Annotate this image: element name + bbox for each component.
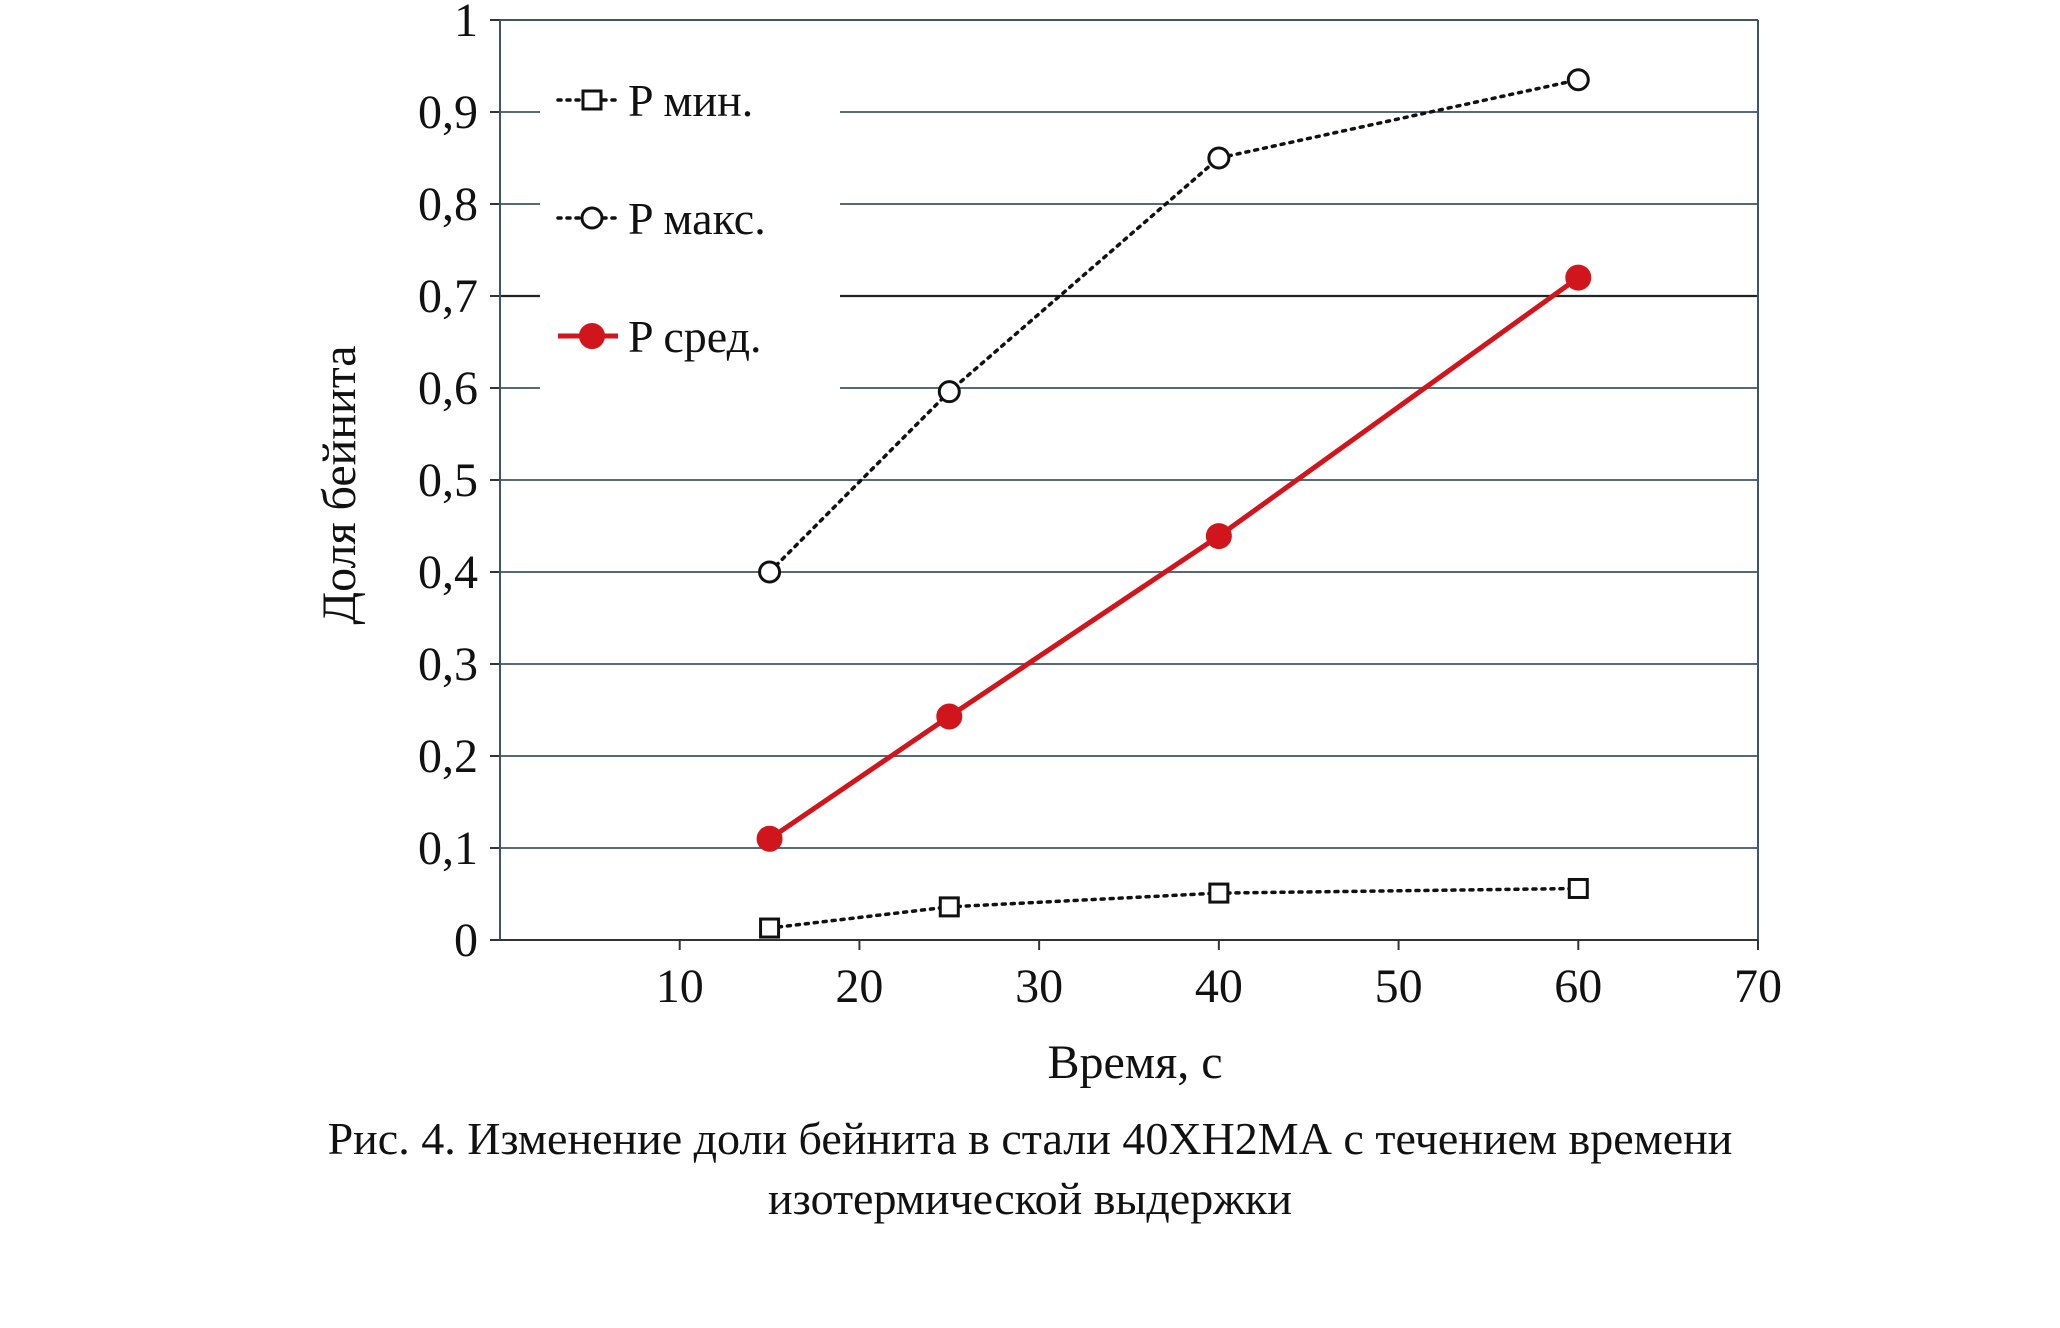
figure-caption-line2: изотермической выдержки (768, 1173, 1292, 1224)
x-tick-labels: 10 20 30 40 50 60 70 (656, 960, 1782, 1013)
x-tick-label: 50 (1375, 960, 1423, 1013)
data-point (936, 703, 963, 730)
x-tick-label: 70 (1734, 960, 1782, 1013)
bainite-fraction-chart: 0 0,1 0,2 0,3 0,4 0,5 0,6 0,7 0,8 0,9 1 10 20 30 40 50… (313, 0, 1782, 1089)
y-tick-label: 1 (454, 0, 478, 47)
y-tick-label: 0,9 (418, 86, 478, 139)
series-line (767, 886, 1581, 930)
series-line (767, 78, 1581, 574)
data-point (759, 917, 781, 939)
y-tick-label: 0,4 (418, 546, 478, 599)
figure-caption-line1: Рис. 4. Изменение доли бейнита в стали 4… (327, 1113, 1733, 1164)
data-point (938, 896, 960, 918)
legend-marker (580, 206, 604, 230)
data-point (937, 380, 961, 404)
data-point (1207, 146, 1231, 170)
legend-marker (581, 89, 603, 111)
y-tick-label: 0,1 (418, 822, 478, 875)
x-axis-label: Время, с (1047, 1036, 1222, 1089)
data-point (1205, 523, 1232, 550)
data-point (1566, 68, 1590, 92)
data-point (1565, 264, 1592, 291)
data-point (758, 560, 782, 584)
legend-label: P сред. (628, 311, 762, 362)
axes (490, 19, 1759, 950)
data-point (756, 825, 783, 852)
x-tick-label: 60 (1554, 960, 1602, 1013)
x-tick-label: 20 (835, 960, 883, 1013)
x-tick-label: 10 (656, 960, 704, 1013)
y-tick-label: 0,2 (418, 730, 478, 783)
y-tick-label: 0,3 (418, 638, 478, 691)
legend: P мин. P макс. P сред. (540, 60, 840, 410)
data-point (1208, 882, 1230, 904)
y-tick-label: 0,6 (418, 362, 478, 415)
y-tick-label: 0,7 (418, 270, 478, 323)
legend-label: P мин. (628, 75, 753, 126)
y-tick-labels: 0 0,1 0,2 0,3 0,4 0,5 0,6 0,7 0,8 0,9 1 (418, 0, 478, 967)
legend-background (540, 60, 840, 410)
y-axis-label: Доля бейнита (313, 345, 366, 624)
legend-label: P макс. (628, 193, 766, 244)
series-line (768, 275, 1580, 841)
legend-marker (579, 323, 605, 349)
y-tick-label: 0,5 (418, 454, 478, 507)
y-tick-label: 0,8 (418, 178, 478, 231)
y-tick-label: 0 (454, 914, 478, 967)
x-tick-label: 40 (1195, 960, 1243, 1013)
series-layer (756, 68, 1592, 939)
x-tick-label: 30 (1015, 960, 1063, 1013)
data-point (1567, 877, 1589, 899)
